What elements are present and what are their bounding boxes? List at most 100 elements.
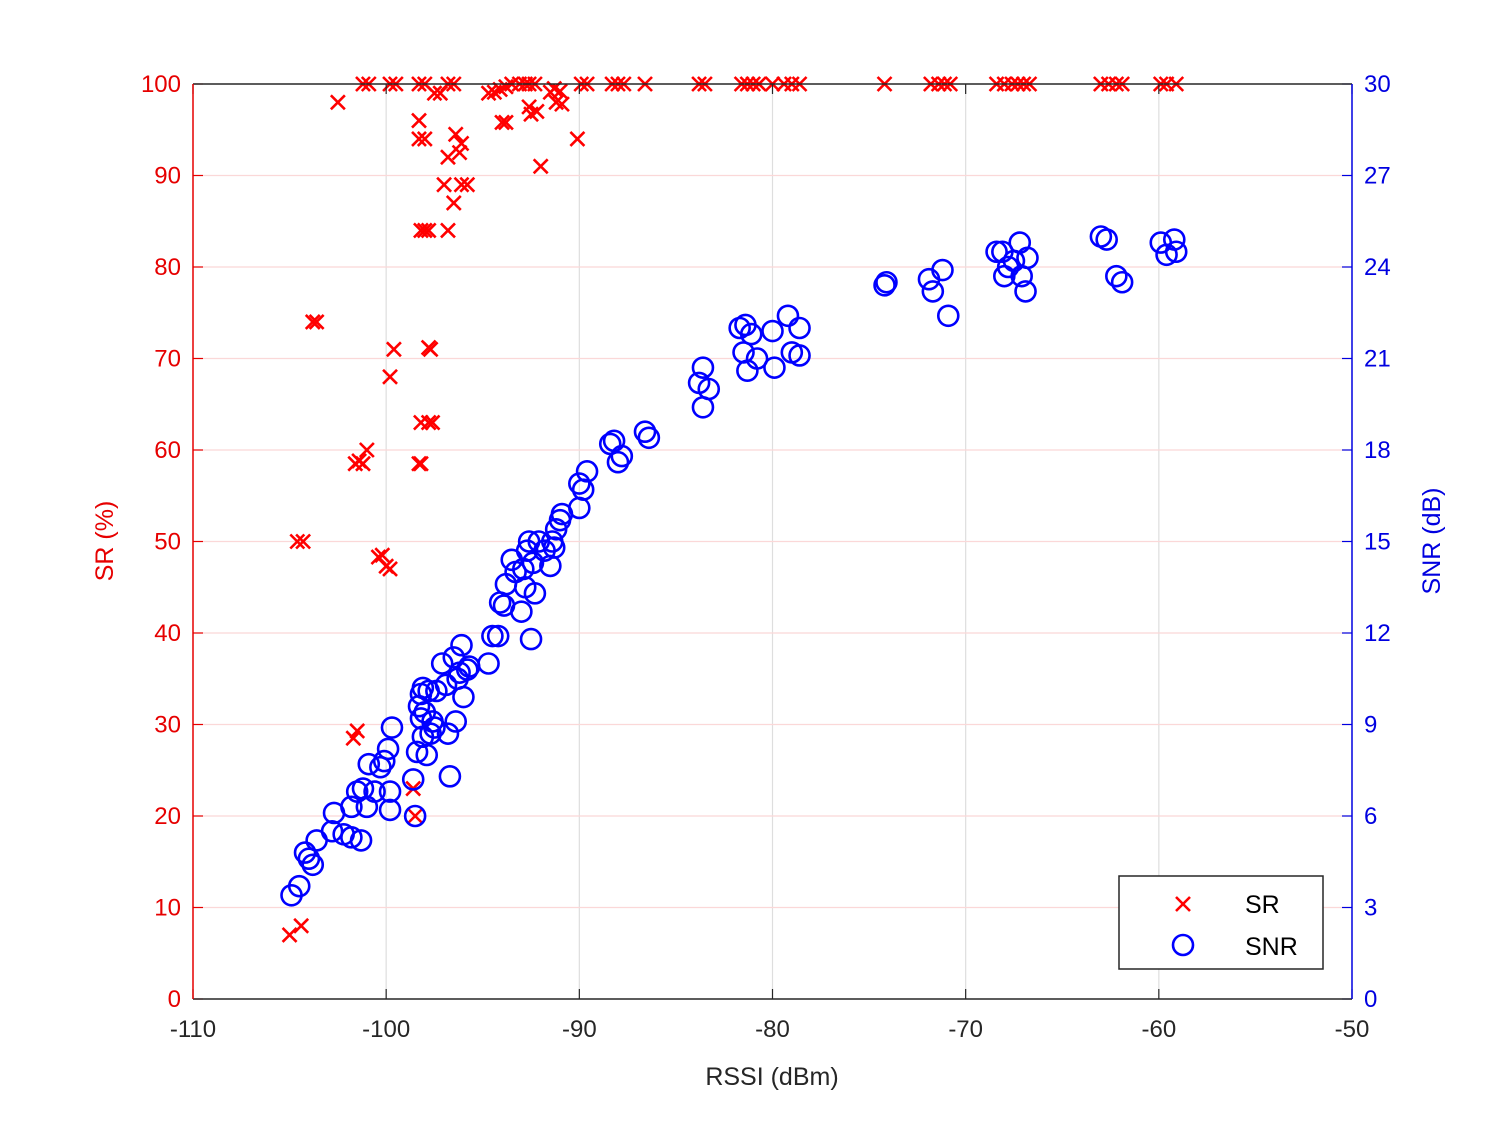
snr-point — [444, 710, 468, 733]
sr-point — [422, 341, 439, 358]
snr-point — [1095, 228, 1118, 251]
snr-point — [739, 322, 763, 346]
sr-point — [411, 130, 427, 147]
snr-point — [369, 755, 392, 779]
sr-point — [281, 927, 298, 943]
snr-point — [542, 536, 566, 559]
snr-point — [1164, 240, 1188, 264]
snr-point — [486, 624, 510, 648]
y-right-tick-label: 18 — [1364, 437, 1391, 464]
sr-point — [329, 94, 346, 111]
y-right-tick-label: 21 — [1364, 346, 1391, 373]
sr-point — [411, 112, 427, 129]
snr-point — [380, 716, 404, 739]
sr-point — [382, 561, 398, 577]
y-right-tick-label: 15 — [1364, 529, 1391, 556]
sr-point — [345, 730, 362, 747]
snr-point — [415, 743, 439, 767]
y-left-axis-title: SR (%) — [91, 501, 119, 582]
sr-point — [480, 85, 497, 102]
snr-point — [363, 780, 386, 803]
legend-sr-x-icon — [1175, 896, 1191, 912]
y-right-tick-label: 30 — [1364, 71, 1391, 98]
snr-point — [287, 874, 311, 898]
sr-point — [416, 222, 433, 239]
snr-point — [697, 377, 721, 401]
y-left-tick-label: 70 — [154, 346, 181, 373]
sr-point — [445, 195, 462, 211]
y-left-tick-label: 10 — [154, 895, 181, 922]
y-right-tick-label: 27 — [1364, 163, 1391, 190]
sr-point — [528, 103, 545, 120]
snr-point — [610, 444, 634, 468]
snr-point — [378, 798, 402, 822]
snr-point — [510, 600, 533, 623]
snr-point — [875, 270, 898, 294]
sr-point — [552, 83, 568, 100]
snr-point — [340, 795, 363, 819]
snr-point — [301, 853, 325, 877]
x-axis-title: RSSI (dBm) — [705, 1063, 838, 1091]
sr-point — [424, 414, 441, 431]
sr-point — [498, 114, 514, 131]
snr-point — [985, 240, 1008, 264]
y-right-tick-label: 6 — [1364, 803, 1377, 830]
legend-sr-marker — [1175, 896, 1191, 912]
sr-point — [289, 533, 306, 550]
snr-point — [423, 716, 446, 739]
sr-point — [453, 176, 470, 193]
grid-lines — [193, 84, 1352, 999]
sr-point — [440, 149, 456, 166]
snr-point — [936, 304, 960, 328]
y-left-tick-label: 20 — [154, 803, 181, 830]
snr-point — [1016, 246, 1039, 270]
snr-point — [372, 749, 396, 773]
x-tick-label: -90 — [562, 1016, 597, 1043]
y-right-tick-label: 3 — [1364, 895, 1377, 922]
sr-point — [385, 341, 402, 358]
sr-point — [426, 85, 443, 102]
snr-point — [481, 624, 504, 648]
snr-point — [606, 450, 630, 474]
snr-point — [691, 356, 715, 379]
snr-point — [452, 685, 475, 709]
sr-point — [459, 176, 476, 193]
axes — [192, 83, 1353, 1000]
snr-point — [568, 472, 591, 495]
sr-point — [420, 222, 437, 239]
y-left-tick-label: 80 — [154, 254, 181, 281]
snr-point — [403, 804, 427, 828]
y-right-tick-label: 24 — [1364, 254, 1391, 281]
snr-point — [519, 627, 543, 651]
snr-point — [521, 551, 545, 575]
snr-point — [293, 841, 317, 864]
snr-point — [430, 652, 454, 675]
snr-point — [405, 740, 429, 764]
snr-point — [357, 752, 381, 776]
x-tick-label: -50 — [1335, 1016, 1370, 1043]
y-left-tick-label: 50 — [154, 529, 181, 556]
sr-point — [416, 130, 433, 147]
sr-point — [420, 414, 437, 431]
y-right-axis-title: SNR (dB) — [1418, 488, 1446, 595]
snr-point — [523, 582, 547, 605]
y-left-tick-label: 40 — [154, 620, 181, 647]
snr-point — [776, 304, 800, 328]
sr-point — [494, 114, 510, 131]
snr-point — [1014, 280, 1037, 303]
sr-point — [293, 917, 310, 934]
sr-point — [554, 96, 570, 113]
snr-point — [477, 652, 500, 675]
y-right-tick-label: 9 — [1364, 712, 1377, 739]
snr-point — [745, 347, 769, 370]
snr-series — [280, 225, 1188, 907]
snr-point — [349, 829, 373, 852]
sr-point — [569, 130, 586, 147]
snr-point — [921, 280, 945, 303]
x-tick-label: -80 — [755, 1016, 790, 1043]
sr-point — [358, 442, 375, 458]
snr-point — [761, 319, 784, 343]
snr-point — [455, 658, 479, 681]
sr-point — [304, 313, 321, 330]
snr-point — [297, 847, 321, 871]
